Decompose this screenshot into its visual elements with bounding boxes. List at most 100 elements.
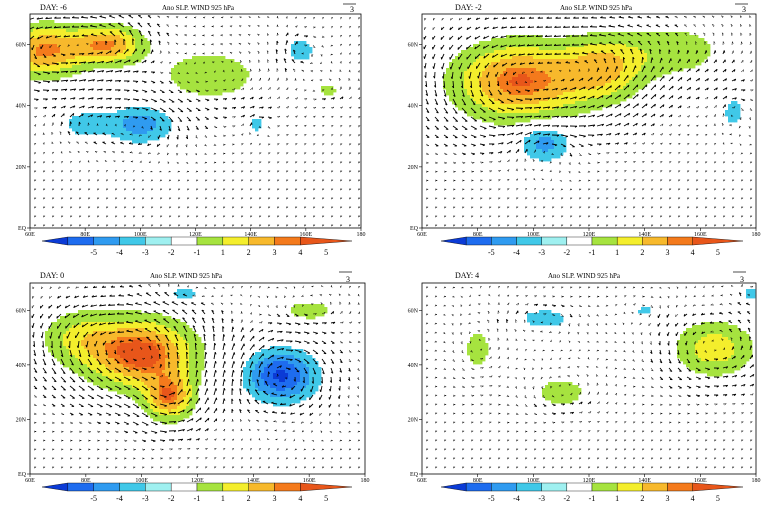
x-tick-label: 60E bbox=[417, 232, 427, 238]
colorbar-label: 1 bbox=[615, 248, 619, 257]
colorbar-label: 1 bbox=[221, 494, 225, 503]
colorbar-swatch bbox=[617, 483, 642, 491]
colorbar-label: -5 bbox=[488, 494, 495, 503]
colorbar-swatch bbox=[249, 483, 275, 491]
y-tick-label: 40N bbox=[408, 363, 419, 369]
colorbar-swatch bbox=[517, 237, 542, 245]
colorbar-swatch bbox=[567, 483, 592, 491]
colorbar-label: 3 bbox=[666, 248, 670, 257]
colorbar-swatch bbox=[617, 237, 642, 245]
colorbar-label: -3 bbox=[538, 494, 545, 503]
colorbar-label: 4 bbox=[298, 248, 302, 257]
colorbar-swatch bbox=[668, 237, 693, 245]
y-tick-label: EQ bbox=[18, 472, 27, 478]
colorbar-label: -5 bbox=[90, 494, 97, 503]
x-tick-label: 60E bbox=[417, 478, 427, 484]
colorbar-swatch bbox=[693, 237, 743, 245]
ref-vector-value: 3 bbox=[350, 5, 354, 14]
colorbar-label: -3 bbox=[538, 248, 545, 257]
y-tick-label: 20N bbox=[408, 165, 419, 171]
colorbar-swatch bbox=[592, 483, 617, 491]
colorbar-label: 4 bbox=[691, 248, 695, 257]
y-tick-label: 20N bbox=[408, 417, 419, 423]
colorbar-label: 2 bbox=[247, 494, 251, 503]
y-tick-label: 60N bbox=[16, 43, 27, 49]
colorbar-label: -1 bbox=[194, 494, 201, 503]
y-tick-label: 60N bbox=[408, 43, 419, 49]
colorbar-label: 2 bbox=[640, 494, 644, 503]
colorbar-label: -1 bbox=[194, 248, 201, 257]
colorbar-label: -4 bbox=[116, 248, 123, 257]
colorbar-label: 1 bbox=[615, 494, 619, 503]
colorbar-swatch bbox=[542, 483, 567, 491]
colorbar-label: 3 bbox=[273, 494, 277, 503]
colorbar-swatch bbox=[668, 483, 693, 491]
colorbar-swatch bbox=[145, 237, 171, 245]
colorbar-swatch bbox=[275, 483, 301, 491]
y-tick-label: 40N bbox=[16, 363, 27, 369]
colorbar-label: 2 bbox=[640, 248, 644, 257]
plot-frame bbox=[422, 283, 756, 474]
colorbar-swatch bbox=[592, 237, 617, 245]
anomaly-shading bbox=[443, 32, 740, 161]
colorbar-swatch bbox=[441, 237, 466, 245]
colorbar-label: -2 bbox=[563, 494, 570, 503]
panel-title: Ano SLP. WIND 925 hPa bbox=[150, 272, 223, 280]
colorbar-label: 5 bbox=[716, 248, 720, 257]
colorbar-label: -1 bbox=[589, 494, 596, 503]
x-tick-label: 180 bbox=[361, 478, 370, 484]
colorbar-swatch bbox=[68, 483, 94, 491]
panel-day-label: DAY: -6 bbox=[40, 3, 67, 12]
colorbar-label: 4 bbox=[298, 494, 302, 503]
y-tick-label: EQ bbox=[410, 226, 419, 232]
colorbar-label: -3 bbox=[142, 248, 149, 257]
panel-day-label: DAY: -2 bbox=[455, 3, 482, 12]
y-tick-label: EQ bbox=[410, 472, 419, 478]
colorbar-swatch bbox=[94, 237, 120, 245]
x-tick-label: 180 bbox=[357, 232, 366, 238]
x-tick-label: 60E bbox=[25, 232, 35, 238]
x-tick-label: 180 bbox=[752, 478, 761, 484]
x-tick-label: 60E bbox=[25, 478, 35, 484]
panel-title: Ano SLP. WIND 925 hPa bbox=[560, 4, 633, 12]
colorbar-label: -5 bbox=[488, 248, 495, 257]
colorbar-label: -4 bbox=[513, 248, 520, 257]
y-tick-label: 20N bbox=[16, 165, 27, 171]
colorbar-swatch bbox=[197, 237, 223, 245]
colorbar-swatch bbox=[300, 483, 352, 491]
colorbar-swatch bbox=[223, 237, 249, 245]
colorbar-swatch bbox=[642, 237, 667, 245]
colorbar-swatch bbox=[42, 483, 68, 491]
colorbar-label: 4 bbox=[691, 494, 695, 503]
anomaly-shading bbox=[467, 289, 755, 403]
colorbar-swatch bbox=[693, 483, 743, 491]
colorbar-swatch bbox=[441, 483, 466, 491]
colorbar-swatch bbox=[249, 237, 275, 245]
colorbar-swatch bbox=[542, 237, 567, 245]
panel-title: Ano SLP. WIND 925 hPa bbox=[162, 4, 235, 12]
colorbar-swatch bbox=[120, 237, 146, 245]
colorbar-swatch bbox=[120, 483, 146, 491]
y-tick-label: 60N bbox=[16, 308, 27, 314]
y-tick-label: 60N bbox=[408, 308, 419, 314]
colorbar-label: 1 bbox=[221, 248, 225, 257]
colorbar-label: -3 bbox=[142, 494, 149, 503]
ref-vector-value: 3 bbox=[742, 5, 746, 14]
colorbar-swatch bbox=[466, 237, 491, 245]
y-tick-label: EQ bbox=[18, 226, 27, 232]
colorbar-label: 3 bbox=[666, 494, 670, 503]
colorbar-swatch bbox=[275, 237, 301, 245]
colorbar-swatch bbox=[68, 237, 94, 245]
colorbar-label: -4 bbox=[513, 494, 520, 503]
colorbar-swatch bbox=[42, 237, 68, 245]
colorbar-swatch bbox=[300, 237, 352, 245]
wind-vector-field bbox=[426, 284, 754, 468]
colorbar-swatch bbox=[567, 237, 592, 245]
colorbar-label: -2 bbox=[563, 248, 570, 257]
colorbar-label: -4 bbox=[116, 494, 123, 503]
colorbar-label: -2 bbox=[168, 248, 175, 257]
